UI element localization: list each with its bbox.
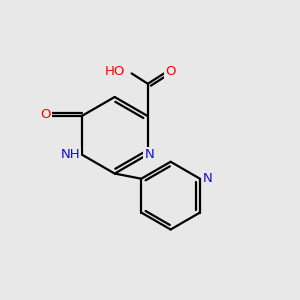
Text: NH: NH [60, 148, 80, 161]
Text: O: O [40, 108, 51, 121]
Text: HO: HO [105, 65, 125, 79]
Text: O: O [165, 65, 176, 79]
Text: N: N [144, 148, 154, 161]
Text: N: N [203, 172, 213, 185]
